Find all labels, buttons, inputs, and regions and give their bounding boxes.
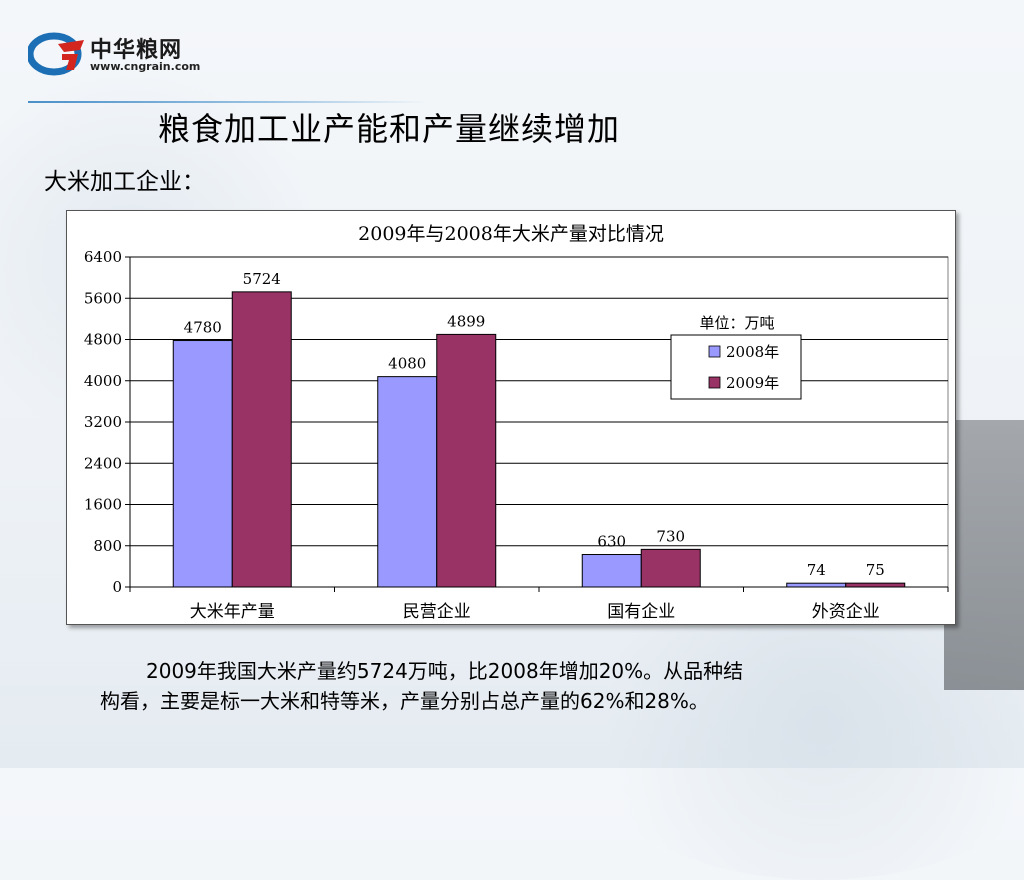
- summary-line-2: 构看，主要是标一大米和特等米，产量分别占总产量的62%和28%。: [100, 689, 709, 713]
- bar-2008年: [172, 340, 233, 588]
- y-tick-label: 3200: [84, 413, 122, 431]
- y-tick-label: 4000: [84, 372, 122, 390]
- data-label: 74: [807, 561, 826, 579]
- unit-label: 单位：万吨: [699, 314, 774, 332]
- x-tick-label: 民营企业: [403, 602, 471, 622]
- bars: [172, 291, 906, 588]
- cngrain-logo: 中华粮网 www.cngrain.com: [26, 30, 228, 76]
- bar-chart: 2009年与2008年大米产量对比情况 4780 5724 4080 4899 630 7…: [84, 223, 949, 622]
- y-tick-label: 2400: [84, 454, 122, 472]
- bar-2008年: [377, 376, 438, 588]
- data-label: 4080: [388, 355, 426, 373]
- axes: 0 800 1600 2400 3200 4000 4800 5600 6400 大米年产量 民营企…: [84, 248, 949, 622]
- bar-2009年: [231, 291, 292, 588]
- summary-paragraph: 2009年我国大米产量约5724万吨，比2008年增加20%。从品种结 构看，主…: [100, 656, 900, 716]
- logo-name: 中华粮网: [90, 38, 183, 63]
- y-tick-label: 800: [93, 537, 122, 555]
- y-tick-label: 0: [112, 578, 122, 596]
- legend: 单位：万吨 2008年 2009年: [670, 314, 802, 400]
- data-label: 4780: [184, 319, 222, 337]
- x-tick-label: 外资企业: [812, 602, 880, 622]
- logo-mark-icon: [26, 32, 84, 76]
- data-label: 4899: [447, 312, 485, 330]
- legend-label-2008: 2008年: [726, 343, 779, 361]
- page-subtitle: 大米加工企业：: [44, 169, 205, 195]
- data-label: 75: [866, 561, 885, 579]
- bar-2009年: [845, 582, 906, 588]
- y-tick-label: 6400: [84, 248, 122, 266]
- page-title: 粮食加工业产能和产量继续增加: [158, 110, 621, 148]
- logo-url: www.cngrain.com: [90, 60, 201, 73]
- summary-line-1: 2009年我国大米产量约5724万吨，比2008年增加20%。从品种结: [146, 659, 744, 683]
- legend-swatch-2008: [708, 345, 721, 358]
- legend-swatch-2009: [708, 376, 721, 389]
- chart-title: 2009年与2008年大米产量对比情况: [358, 223, 664, 245]
- x-tick-label: 国有企业: [607, 602, 675, 622]
- legend-box: [670, 334, 802, 400]
- legend-label-2009: 2009年: [726, 374, 779, 392]
- bar-chart-panel: 2009年与2008年大米产量对比情况 4780 5724 4080 4899 630 7…: [66, 210, 956, 625]
- bar-2009年: [436, 333, 497, 588]
- y-tick-label: 4800: [84, 331, 122, 349]
- bar-2008年: [581, 554, 642, 588]
- y-tick-label: 1600: [84, 496, 122, 514]
- data-label: 5724: [243, 270, 281, 288]
- y-tick-label: 5600: [84, 289, 122, 307]
- data-label: 630: [597, 533, 626, 551]
- x-tick-label: 大米年产量: [190, 602, 275, 622]
- data-labels: 4780 5724 4080 4899 630 730 74 75: [184, 270, 885, 579]
- header-divider: [28, 101, 428, 103]
- bar-2008年: [786, 582, 847, 588]
- background-gray-panel: [944, 420, 1024, 690]
- bar-2009年: [640, 548, 701, 588]
- data-label: 730: [656, 527, 685, 545]
